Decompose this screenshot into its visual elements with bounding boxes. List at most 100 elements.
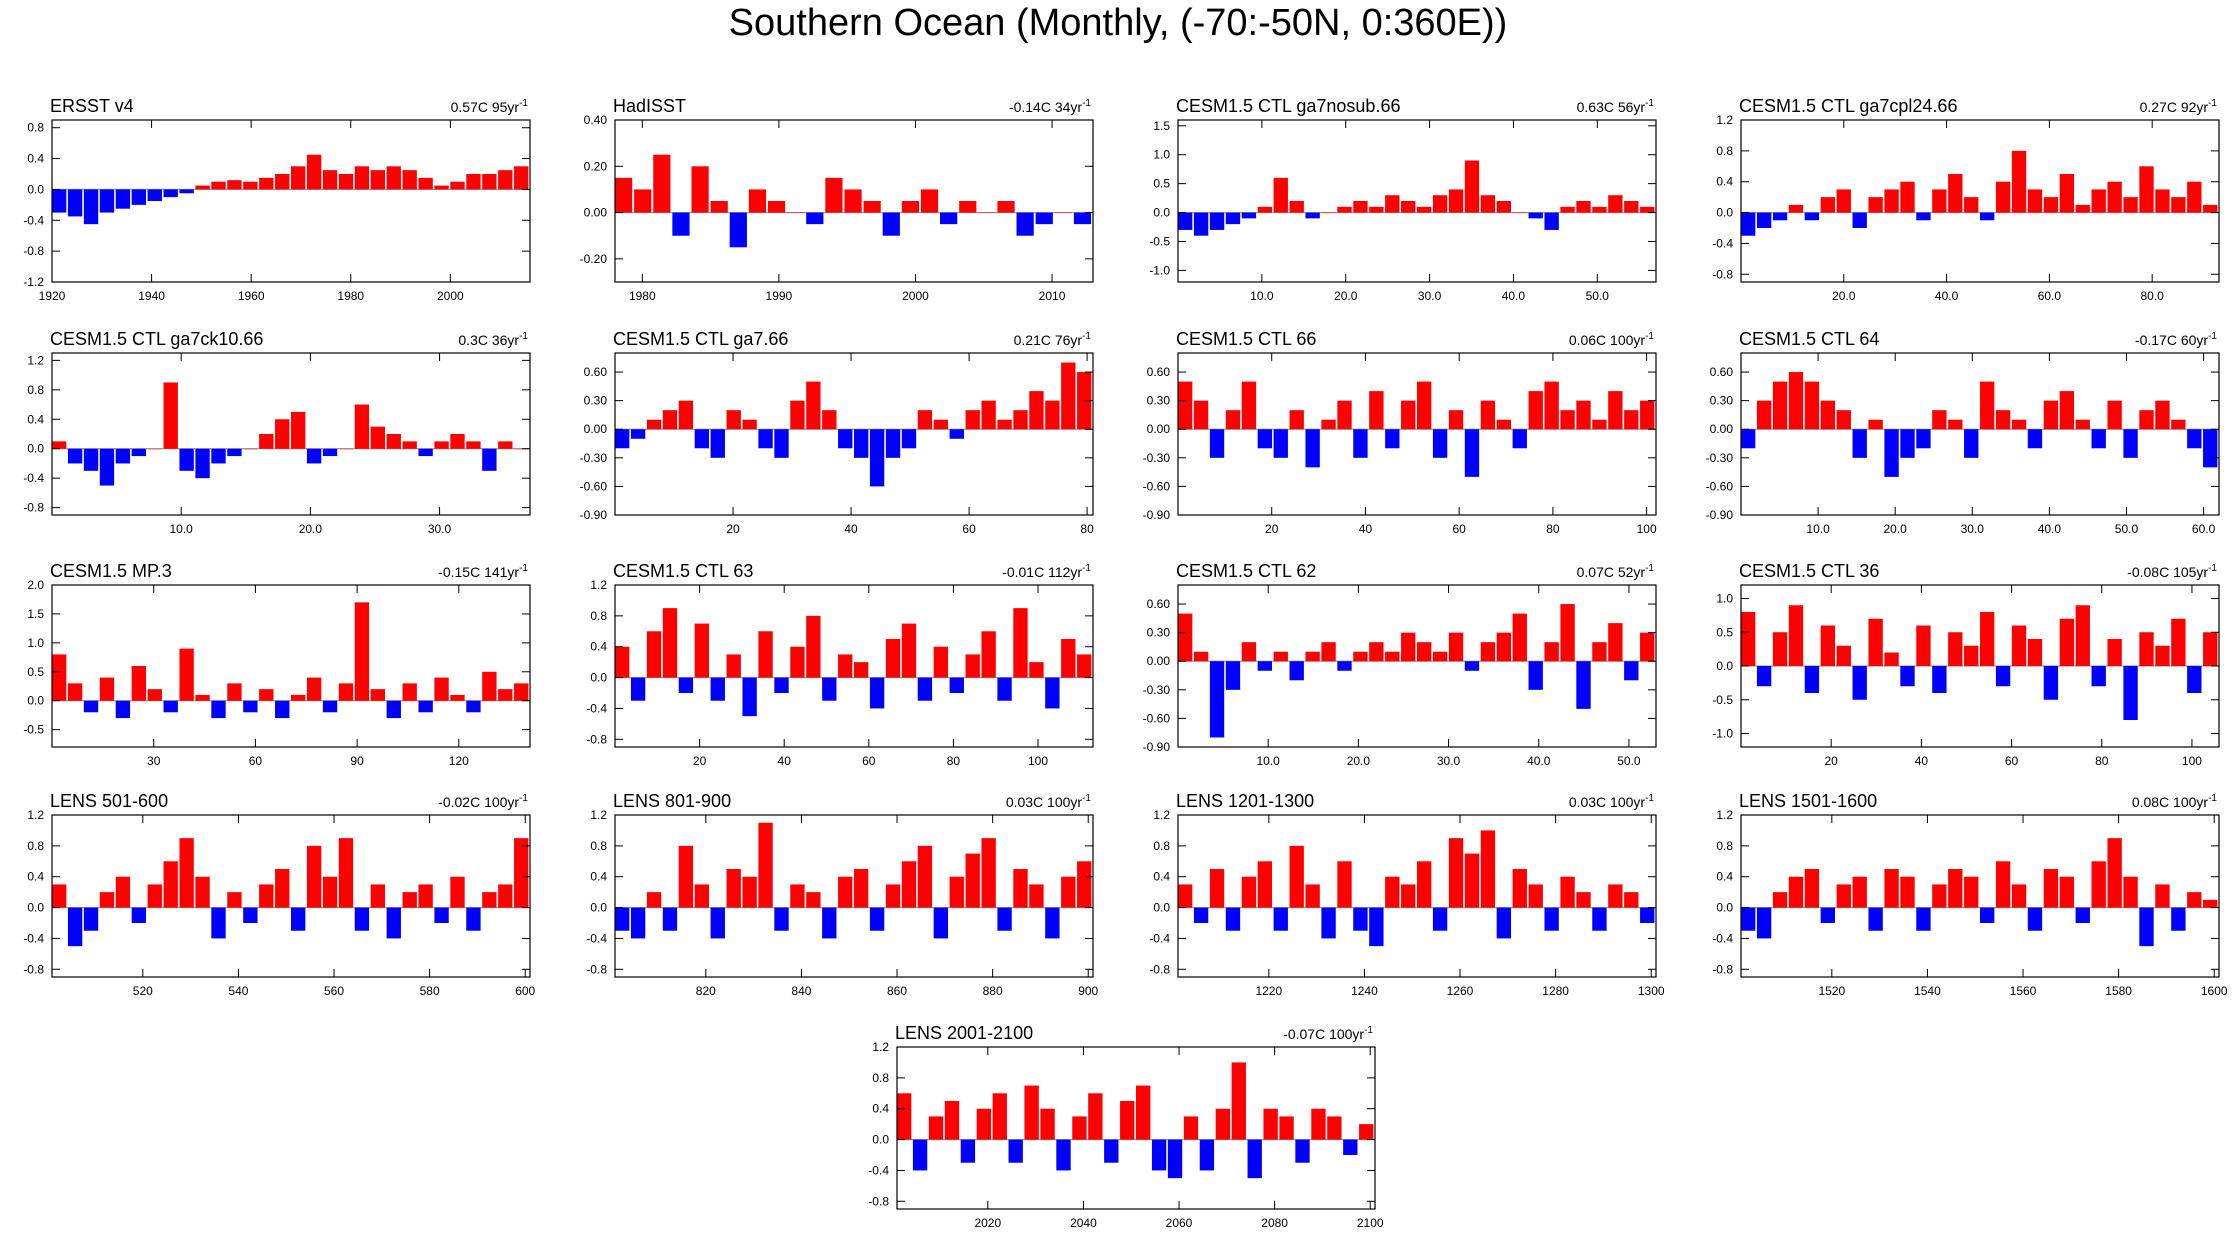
- positive-bar: [1448, 410, 1464, 430]
- positive-bar: [726, 869, 741, 908]
- positive-bar: [1544, 642, 1559, 662]
- positive-bar: [965, 853, 980, 908]
- positive-bar: [1417, 861, 1432, 908]
- positive-bar: [1964, 876, 1979, 908]
- positive-bar: [790, 884, 805, 908]
- positive-bar: [2107, 639, 2122, 666]
- positive-bar: [1024, 1085, 1039, 1140]
- positive-bar: [2043, 400, 2059, 430]
- y-tick-label: 1.2: [27, 353, 44, 367]
- y-tick-label: -0.60: [1143, 479, 1171, 493]
- positive-bar: [1560, 410, 1575, 430]
- positive-bar: [1385, 651, 1400, 662]
- negative-bar: [1225, 212, 1241, 225]
- positive-bar: [1772, 381, 1788, 430]
- y-tick-label: 0.8: [27, 839, 44, 853]
- positive-bar: [1640, 400, 1655, 430]
- positive-bar: [1788, 605, 1804, 666]
- positive-bar: [2171, 197, 2186, 213]
- positive-bar: [2075, 605, 2090, 666]
- plot-frame: [1177, 814, 1657, 978]
- negative-bar: [1528, 212, 1543, 219]
- positive-bar: [1273, 177, 1288, 213]
- x-tick-label: 80.0: [2141, 289, 2165, 303]
- negative-bar: [1868, 907, 1883, 931]
- negative-bar: [211, 907, 226, 939]
- negative-bar: [131, 907, 147, 923]
- panel-10: CESM1.5 CTL 63 -0.01C 112yr-1 -0.8 -0.4 0.0 0…: [586, 561, 1094, 768]
- negative-bar: [1756, 666, 1772, 687]
- negative-bar: [354, 907, 370, 931]
- negative-bar: [1528, 661, 1543, 690]
- negative-bar: [1209, 429, 1225, 458]
- positive-bar: [1305, 884, 1320, 908]
- positive-bar: [1054, 212, 1072, 214]
- plot-frame: [51, 584, 531, 748]
- positive-bar: [67, 683, 83, 701]
- positive-bar: [243, 448, 258, 450]
- negative-bar: [1544, 907, 1559, 931]
- positive-bar: [1804, 869, 1820, 908]
- positive-bar: [1512, 212, 1527, 214]
- positive-bar: [1868, 197, 1883, 213]
- positive-bar: [2155, 400, 2170, 430]
- x-tick-label: 40.0: [1527, 754, 1551, 768]
- negative-bar: [1464, 661, 1480, 671]
- x-tick-label: 580: [420, 984, 440, 998]
- plot-frame: [614, 352, 1094, 516]
- x-tick-label: 1560: [2010, 984, 2037, 998]
- positive-bar: [2123, 876, 2138, 908]
- negative-bar: [1432, 429, 1448, 458]
- negative-bar: [83, 700, 99, 713]
- positive-bar: [1480, 195, 1496, 213]
- positive-bar: [1741, 612, 1756, 666]
- negative-bar: [1209, 661, 1225, 738]
- y-tick-label: -0.8: [1712, 962, 1733, 976]
- y-tick-label: -0.4: [1712, 931, 1733, 945]
- negative-bar: [1353, 429, 1368, 458]
- positive-bar: [306, 677, 322, 701]
- negative-bar: [67, 189, 83, 217]
- positive-bar: [1013, 410, 1028, 430]
- positive-bar: [1077, 861, 1092, 908]
- negative-bar: [52, 189, 67, 213]
- positive-bar: [1496, 632, 1512, 662]
- panel-trend: 0.3C 36yr-1: [458, 331, 528, 348]
- positive-bar: [2075, 204, 2090, 213]
- positive-bar: [434, 441, 449, 449]
- positive-bar: [1215, 1108, 1231, 1140]
- positive-bar: [863, 201, 881, 213]
- negative-bar: [1321, 907, 1336, 939]
- negative-bar: [912, 1139, 928, 1171]
- plot-area: [1178, 160, 1656, 236]
- positive-bar: [2139, 632, 2154, 666]
- y-tick-label: 0.4: [1716, 870, 1733, 884]
- positive-bar: [306, 154, 322, 190]
- positive-bar: [1257, 861, 1273, 908]
- positive-bar: [147, 689, 162, 701]
- panel-title: CESM1.5 CTL 66: [1176, 329, 1316, 349]
- negative-bar: [1852, 429, 1867, 458]
- y-tick-label: 0.40: [584, 113, 608, 127]
- negative-bar: [131, 448, 147, 457]
- positive-bar: [1178, 884, 1193, 908]
- negative-bar: [1576, 661, 1591, 709]
- negative-bar: [1741, 429, 1756, 449]
- negative-bar: [806, 212, 824, 225]
- positive-bar: [354, 404, 370, 449]
- positive-bar: [917, 410, 933, 430]
- negative-bar: [774, 907, 789, 931]
- positive-bar: [1608, 391, 1623, 430]
- plot-area: [1741, 838, 2219, 947]
- panel-title: HadISST: [613, 96, 686, 116]
- x-tick-label: 1260: [1447, 984, 1474, 998]
- y-tick-label: -0.4: [1149, 931, 1170, 945]
- positive-bar: [1788, 372, 1804, 430]
- y-tick-label: -0.8: [23, 962, 44, 976]
- x-tick-label: 120: [449, 754, 469, 768]
- panel-3: CESM1.5 CTL ga7nosub.66 0.63C 56yr-1 -1.0 -…: [1149, 96, 1657, 303]
- y-tick-label: 1.0: [1153, 148, 1170, 162]
- positive-bar: [1964, 645, 1979, 666]
- panel-5: CESM1.5 CTL ga7ck10.66 0.3C 36yr-1 -0.8 -0.…: [23, 329, 531, 536]
- positive-bar: [52, 441, 67, 449]
